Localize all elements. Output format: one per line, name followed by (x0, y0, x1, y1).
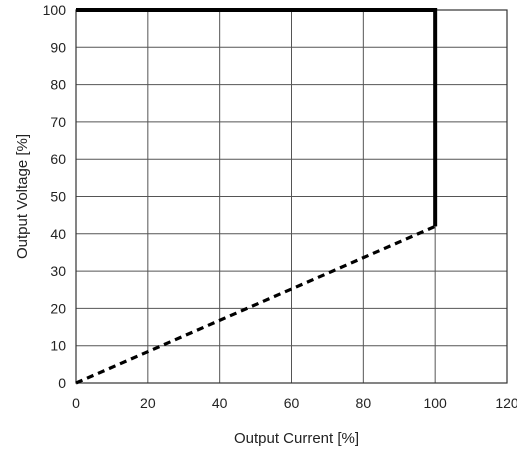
x-tick-label: 40 (212, 395, 228, 411)
y-tick-label: 50 (50, 189, 66, 205)
y-tick-label: 30 (50, 263, 66, 279)
x-axis-label: Output Current [%] (234, 430, 359, 447)
y-tick-label: 100 (43, 2, 67, 18)
x-tick-label: 20 (140, 395, 156, 411)
x-tick-label: 80 (356, 395, 372, 411)
x-tick-label: 100 (423, 395, 447, 411)
series-line-solid (76, 8, 438, 227)
y-tick-label: 0 (58, 375, 66, 391)
x-tick-label: 60 (284, 395, 300, 411)
y-tick-label: 90 (50, 39, 66, 55)
y-tick-label: 70 (50, 114, 66, 130)
x-tick-labels: 0 20 40 60 80 100 120 (72, 395, 517, 411)
y-tick-label: 80 (50, 77, 66, 93)
y-tick-label: 20 (50, 300, 66, 316)
series-line-dashed (75, 224, 436, 385)
x-tick-label: 0 (72, 395, 80, 411)
y-axis-label: Output Voltage [%] (14, 134, 31, 259)
x-tick-label: 120 (495, 395, 517, 411)
y-tick-labels: 0 10 20 30 40 50 60 70 80 90 100 (43, 2, 67, 391)
y-tick-label: 40 (50, 226, 66, 242)
y-tick-label: 60 (50, 151, 66, 167)
series-group (75, 8, 438, 385)
y-tick-label: 10 (50, 338, 66, 354)
grid (75, 9, 508, 384)
